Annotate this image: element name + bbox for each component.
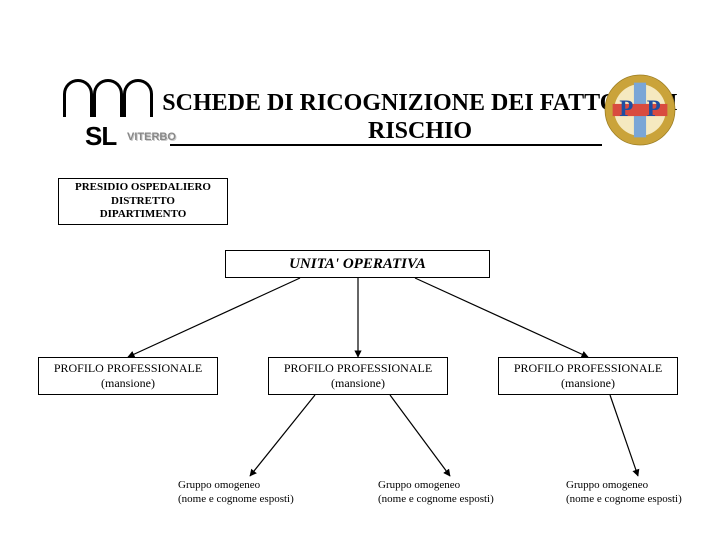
header: SL VITERBO SCHEDE DI RICOGNIZIONE DEI FA… xyxy=(55,78,680,158)
gruppo-1-l1: Gruppo omogeneo xyxy=(178,479,260,493)
node-unita: UNITA' OPERATIVA xyxy=(225,250,490,278)
node-profilo-3: PROFILO PROFESSIONALE (mansione) xyxy=(498,357,678,395)
gruppo-2-l2: (nome e cognome esposti) xyxy=(378,493,494,507)
node-gruppo-3: Gruppo omogeneo (nome e cognome esposti) xyxy=(558,476,718,510)
logo-asl-sl: SL xyxy=(85,121,116,152)
profilo-1-l1: PROFILO PROFESSIONALE xyxy=(54,361,202,376)
svg-text:P: P xyxy=(619,96,633,121)
gruppo-3-l2: (nome e cognome esposti) xyxy=(566,493,682,507)
gruppo-1-l2: (nome e cognome esposti) xyxy=(178,493,294,507)
node-gruppo-2: Gruppo omogeneo (nome e cognome esposti) xyxy=(370,476,530,510)
profilo-2-l1: PROFILO PROFESSIONALE xyxy=(284,361,432,376)
node-profilo-1: PROFILO PROFESSIONALE (mansione) xyxy=(38,357,218,395)
node-profilo-2: PROFILO PROFESSIONALE (mansione) xyxy=(268,357,448,395)
gruppo-2-l1: Gruppo omogeneo xyxy=(378,479,460,493)
presidio-l3: DIPARTIMENTO xyxy=(100,208,187,222)
logo-pp: P P xyxy=(602,72,678,148)
logo-asl-vit: VITERBO xyxy=(127,131,176,143)
profilo-1-l2: (mansione) xyxy=(101,376,155,391)
profilo-3-l1: PROFILO PROFESSIONALE xyxy=(514,361,662,376)
profilo-2-l2: (mansione) xyxy=(331,376,385,391)
node-gruppo-1: Gruppo omogeneo (nome e cognome esposti) xyxy=(170,476,330,510)
node-presidio: PRESIDIO OSPEDALIERO DISTRETTO DIPARTIME… xyxy=(58,178,228,225)
presidio-l2: DISTRETTO xyxy=(111,195,175,209)
logo-asl: SL VITERBO xyxy=(55,79,160,157)
svg-text:P: P xyxy=(647,96,661,121)
unita-label: UNITA' OPERATIVA xyxy=(289,256,426,273)
presidio-l1: PRESIDIO OSPEDALIERO xyxy=(75,181,211,195)
header-rule xyxy=(170,144,602,146)
profilo-3-l2: (mansione) xyxy=(561,376,615,391)
gruppo-3-l1: Gruppo omogeneo xyxy=(566,479,648,493)
